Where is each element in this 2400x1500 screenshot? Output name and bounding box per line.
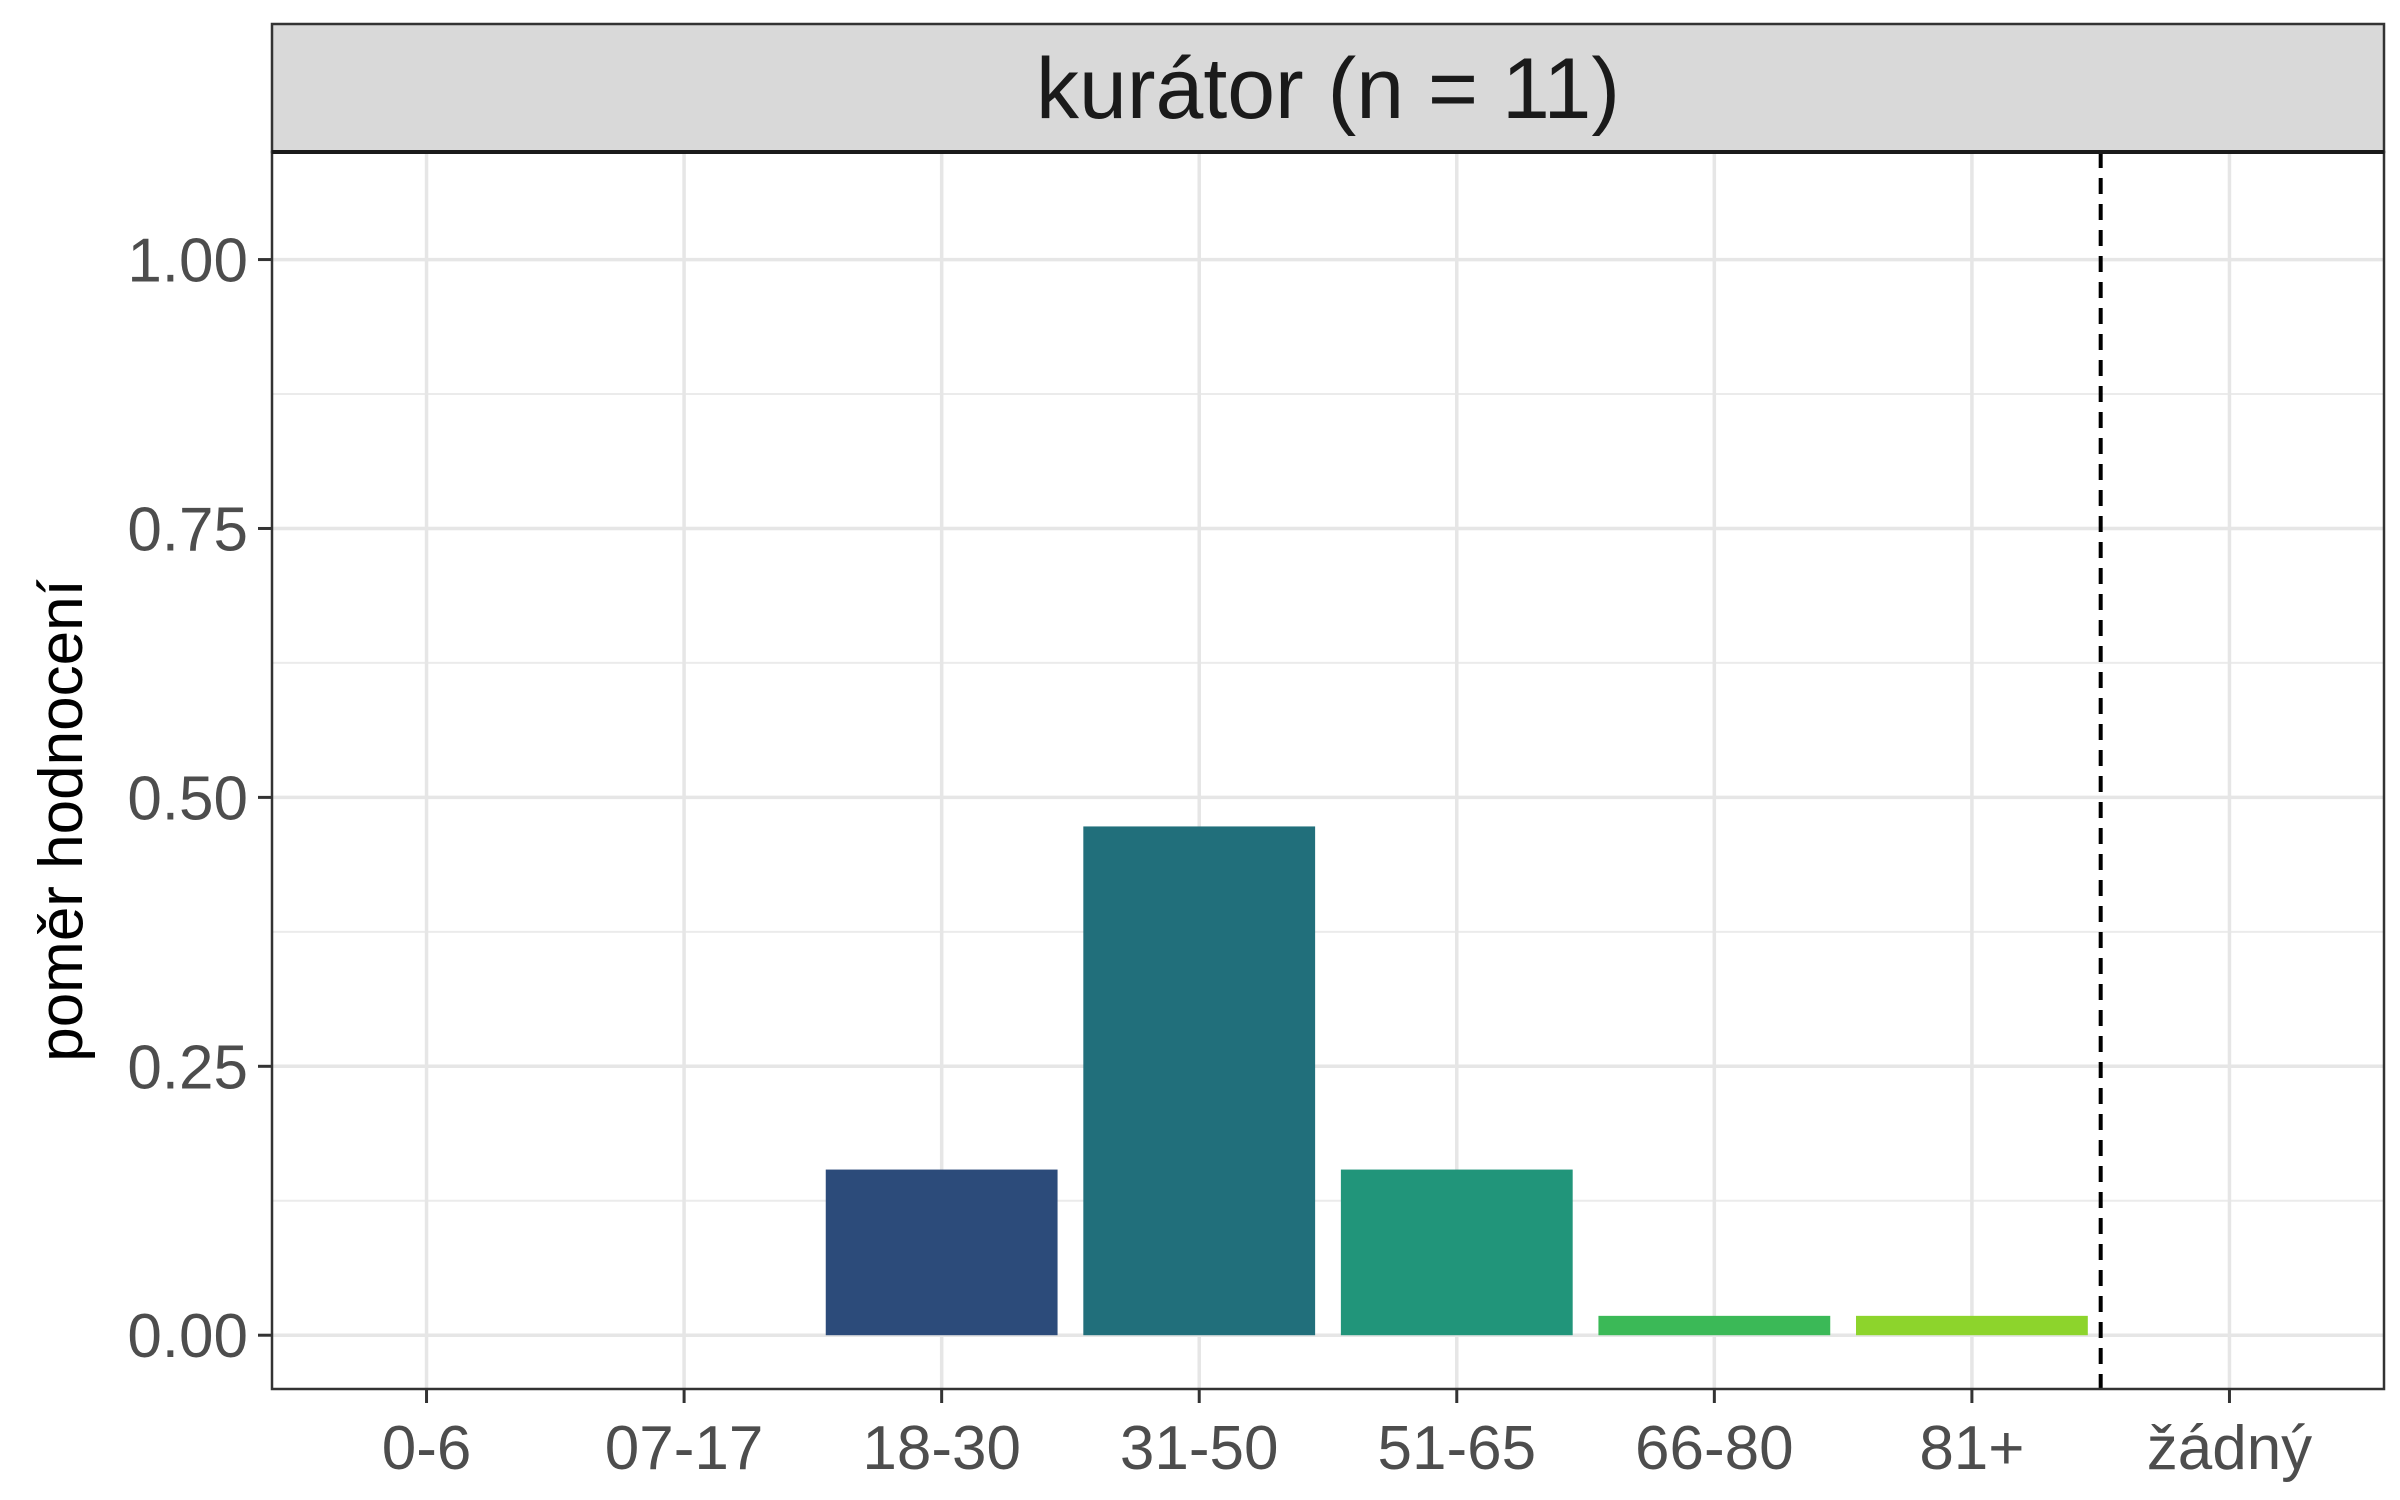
x-tick-label: žádný <box>2147 1414 2312 1483</box>
y-tick-label: 1.00 <box>127 227 248 296</box>
y-tick-label: 0.75 <box>127 495 248 564</box>
bar-51-65 <box>1340 1169 1573 1336</box>
x-tick-label: 81+ <box>1919 1414 2024 1483</box>
y-tick-label: 0.25 <box>127 1033 248 1102</box>
y-tick-label: 0.00 <box>127 1302 248 1371</box>
y-axis-title: poměr hodnocení <box>27 579 96 1062</box>
x-tick-label: 0-6 <box>382 1414 472 1483</box>
x-tick-label: 51-65 <box>1377 1414 1536 1483</box>
y-axis-ticks: 0.00 0.25 0.50 0.75 1.00 <box>127 227 272 1371</box>
minor-gridlines <box>272 393 2384 1202</box>
panel-border <box>270 150 2386 1391</box>
bar-66-80 <box>1598 1315 1831 1336</box>
bar-81+ <box>1856 1315 2088 1336</box>
major-gridlines <box>272 152 2384 1389</box>
bars <box>825 826 2088 1336</box>
chart-title: kurátor (n = 11) <box>1036 41 1620 137</box>
x-axis-ticks: 0-6 07-17 18-30 31-50 51-65 66-80 81+ žádný <box>382 1389 2312 1483</box>
bar-18-30 <box>825 1169 1058 1336</box>
x-tick-label: 07-17 <box>605 1414 764 1483</box>
bar-31-50 <box>1083 826 1316 1336</box>
x-tick-label: 18-30 <box>862 1414 1021 1483</box>
x-tick-label: 66-80 <box>1635 1414 1794 1483</box>
x-tick-label: 31-50 <box>1120 1414 1279 1483</box>
y-tick-label: 0.50 <box>127 764 248 833</box>
